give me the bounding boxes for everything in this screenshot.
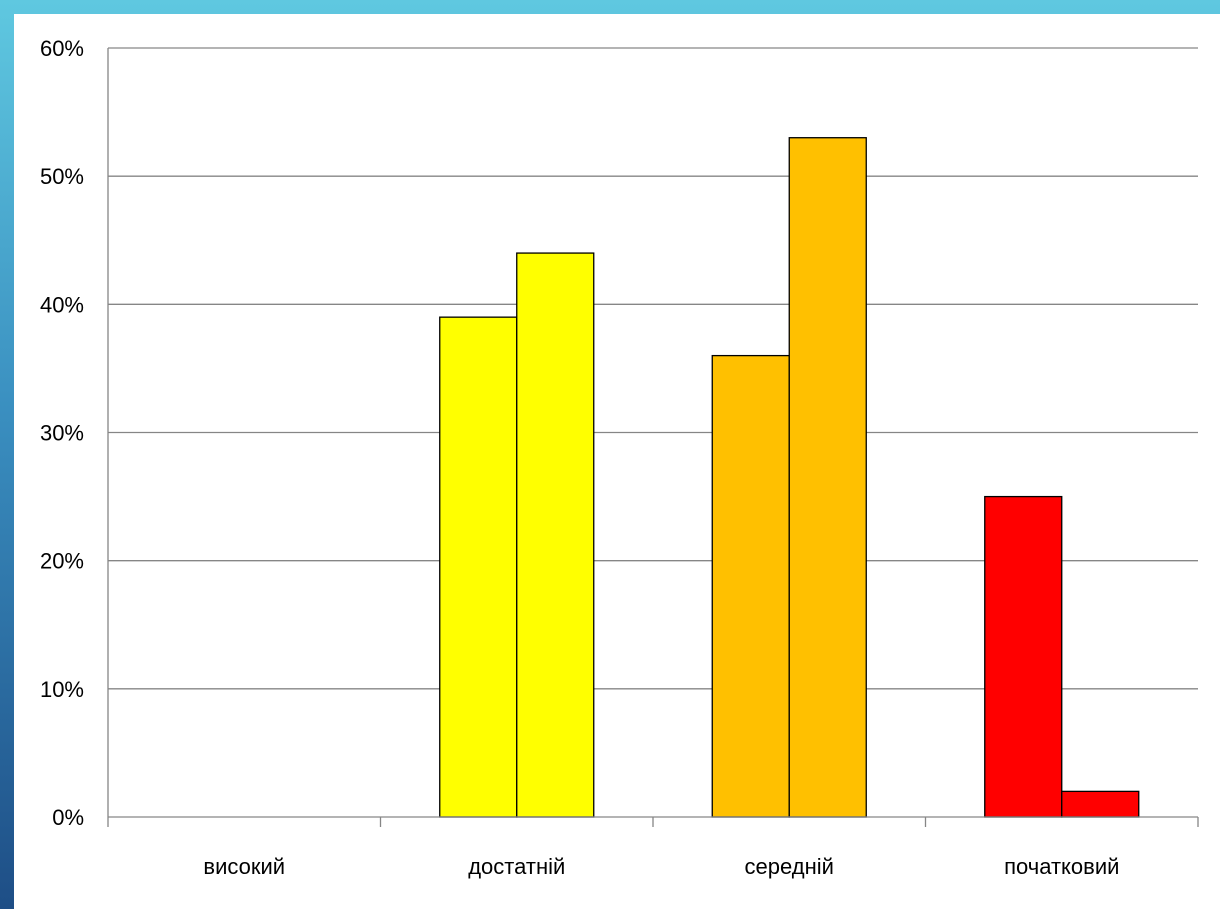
y-tick-label: 50% — [40, 164, 84, 189]
y-tick-label: 20% — [40, 549, 84, 574]
bar — [984, 495, 1063, 818]
y-tick-label: 30% — [40, 421, 84, 446]
x-category-label: початковий — [1004, 854, 1119, 879]
bar — [439, 316, 518, 818]
x-category-label: середній — [745, 854, 834, 879]
y-tick-label: 0% — [52, 805, 84, 830]
y-tick-label: 10% — [40, 677, 84, 702]
bar — [711, 354, 790, 818]
y-tick-label: 60% — [40, 36, 84, 61]
bar — [516, 252, 595, 818]
x-category-label: високий — [203, 854, 285, 879]
y-axis-tick-labels: 0% 10% 20% 30% 40% 50% 60% — [40, 36, 84, 830]
y-tick-label: 40% — [40, 292, 84, 317]
bars — [439, 137, 1140, 818]
x-category-label: достатній — [468, 854, 565, 879]
x-axis — [107, 48, 1199, 827]
bar — [1061, 790, 1140, 818]
x-axis-category-labels: високий достатній середній початковий — [203, 854, 1119, 879]
gridlines — [108, 47, 1198, 690]
bar — [788, 137, 867, 818]
